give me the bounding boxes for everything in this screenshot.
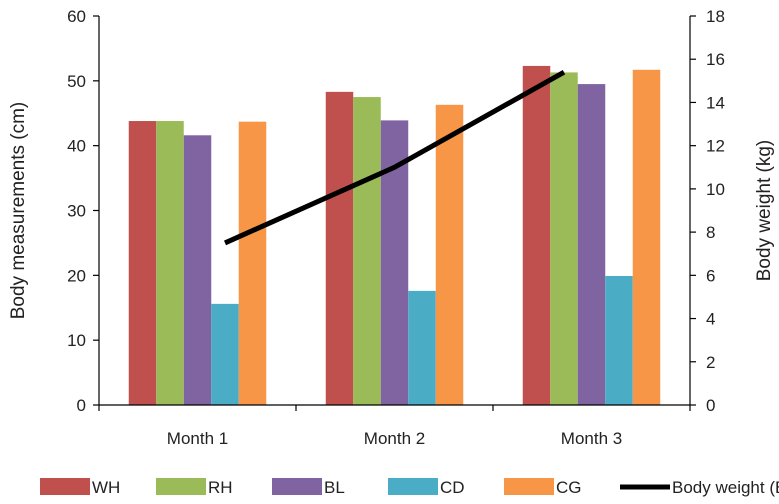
bar-cg-2 bbox=[436, 105, 464, 405]
bar-wh-1 bbox=[129, 121, 157, 405]
legend-swatch-bl bbox=[272, 478, 322, 495]
bars-layer bbox=[129, 66, 661, 405]
y-tick-label-left: 40 bbox=[67, 137, 86, 156]
x-tick-label: Month 1 bbox=[167, 429, 228, 448]
y-tick-label-right: 8 bbox=[706, 223, 715, 242]
bar-cg-3 bbox=[633, 70, 661, 405]
y-tick-label-right: 18 bbox=[706, 7, 725, 26]
y-tick-label-left: 0 bbox=[77, 396, 86, 415]
y-tick-label-left: 20 bbox=[67, 266, 86, 285]
legend-label: WH bbox=[92, 478, 120, 497]
y-tick-label-right: 14 bbox=[706, 93, 725, 112]
y-tick-label-right: 12 bbox=[706, 137, 725, 156]
bar-rh-3 bbox=[550, 72, 578, 405]
y-tick-label-right: 10 bbox=[706, 180, 725, 199]
bar-cd-1 bbox=[211, 304, 239, 405]
legend-label: CG bbox=[556, 478, 582, 497]
bar-cd-3 bbox=[605, 276, 633, 405]
legend-label: Body weight (BW) bbox=[672, 478, 779, 497]
y-tick-label-right: 16 bbox=[706, 50, 725, 69]
legend-label: CD bbox=[440, 478, 465, 497]
y-tick-label-left: 10 bbox=[67, 331, 86, 350]
y-tick-label-right: 0 bbox=[706, 396, 715, 415]
y-axis-title-left: Body measurements (cm) bbox=[8, 102, 29, 320]
bar-wh-2 bbox=[326, 92, 354, 405]
legend-swatch-cg bbox=[504, 478, 554, 495]
y-tick-label-right: 4 bbox=[706, 310, 715, 329]
y-axis-title-right: Body weight (kg) bbox=[754, 140, 775, 282]
legend-swatch-rh bbox=[156, 478, 206, 495]
legend-swatch-wh bbox=[40, 478, 90, 495]
bar-cd-2 bbox=[408, 291, 436, 405]
bar-wh-3 bbox=[523, 66, 551, 405]
y-tick-label-left: 30 bbox=[67, 202, 86, 221]
bar-bl-1 bbox=[184, 135, 212, 405]
bar-rh-1 bbox=[156, 121, 184, 405]
legend: WH RH BL CD CG Body weight (BW) bbox=[40, 478, 779, 497]
y-tick-label-right: 2 bbox=[706, 353, 715, 372]
bar-bl-3 bbox=[578, 84, 606, 405]
legend-label: BL bbox=[324, 478, 345, 497]
bar-rh-2 bbox=[353, 97, 381, 405]
bar-cg-1 bbox=[239, 122, 267, 405]
x-tick-label: Month 3 bbox=[561, 429, 622, 448]
y-tick-label-left: 50 bbox=[67, 72, 86, 91]
y-tick-label-left: 60 bbox=[67, 7, 86, 26]
legend-swatch-cd bbox=[388, 478, 438, 495]
legend-label: RH bbox=[208, 478, 233, 497]
x-tick-label: Month 2 bbox=[364, 429, 425, 448]
y-tick-label-right: 6 bbox=[706, 266, 715, 285]
